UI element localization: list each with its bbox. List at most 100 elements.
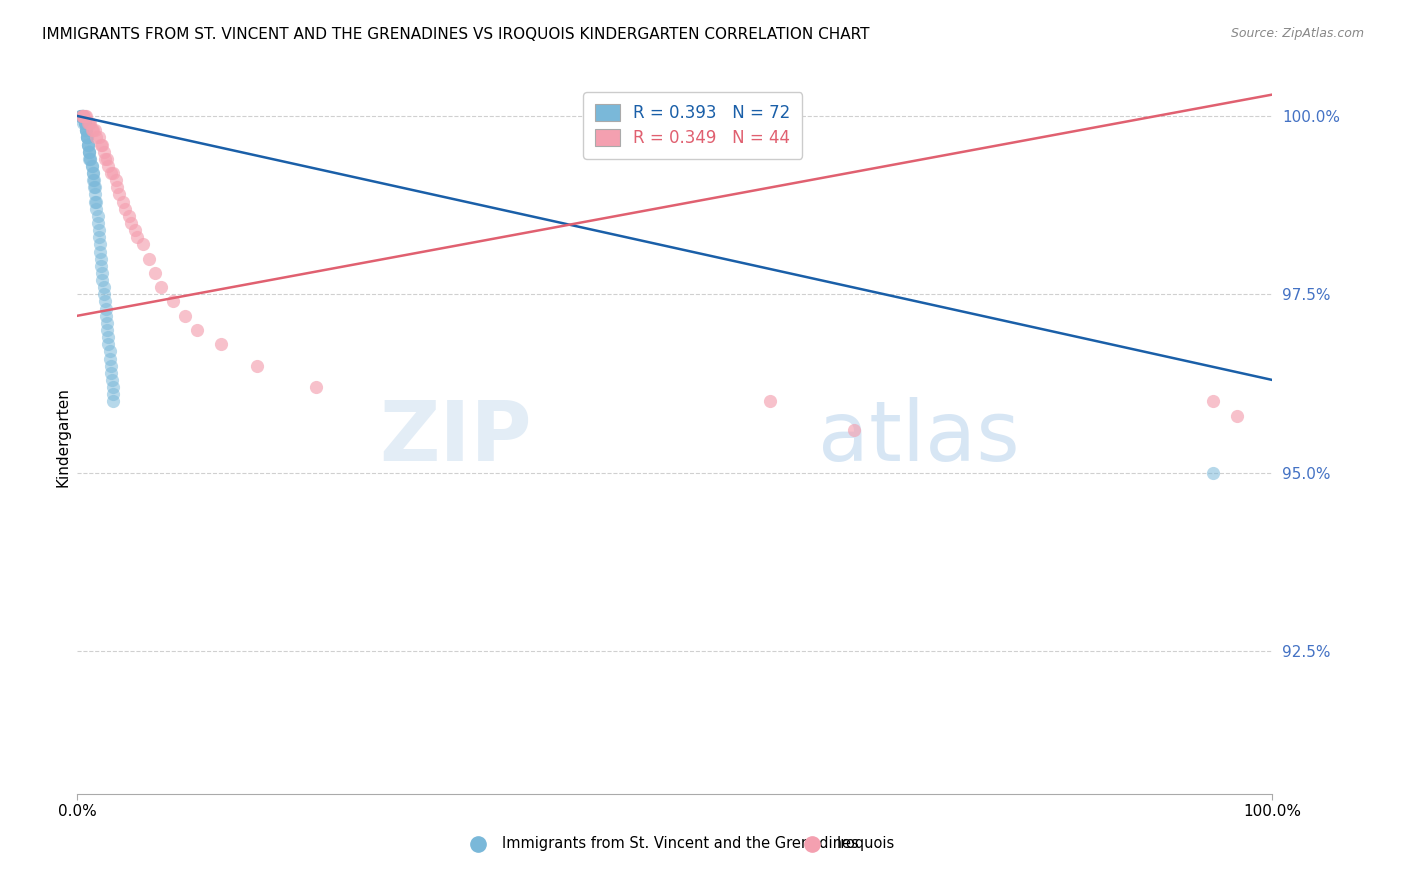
Point — [80, 159, 103, 173]
Point — [118, 209, 141, 223]
Point — [70, 109, 93, 123]
Point — [82, 123, 104, 137]
Text: ZIP: ZIP — [380, 397, 531, 477]
Text: Immigrants from St. Vincent and the Grenadines: Immigrants from St. Vincent and the Gren… — [502, 837, 858, 851]
Point — [86, 209, 108, 223]
Point — [844, 423, 866, 437]
Point — [103, 380, 124, 394]
Point — [90, 259, 112, 273]
Point — [75, 123, 97, 137]
Point — [86, 194, 108, 209]
Point — [75, 123, 97, 137]
Point — [97, 337, 120, 351]
Point — [70, 109, 93, 123]
Point — [174, 309, 197, 323]
Point — [87, 230, 110, 244]
Point — [76, 130, 98, 145]
Point — [100, 366, 122, 380]
Point — [72, 109, 94, 123]
Point — [79, 145, 101, 159]
Point — [75, 123, 97, 137]
Point — [72, 109, 94, 123]
Point — [104, 173, 127, 187]
Point — [108, 187, 131, 202]
Point — [91, 273, 114, 287]
Point — [72, 116, 94, 130]
Point — [73, 109, 96, 123]
Point — [79, 152, 101, 166]
Point — [75, 109, 97, 123]
Point — [90, 252, 112, 266]
Point — [77, 137, 100, 152]
Point — [93, 145, 115, 159]
Point — [105, 180, 128, 194]
Point — [96, 316, 118, 330]
Point — [75, 123, 97, 137]
Point — [77, 137, 100, 152]
Point — [89, 237, 111, 252]
Point — [127, 230, 149, 244]
Point — [73, 116, 96, 130]
Point — [72, 109, 94, 123]
Point — [114, 202, 136, 216]
Point — [79, 152, 101, 166]
Point — [73, 116, 96, 130]
Point — [120, 216, 142, 230]
Point — [82, 166, 104, 180]
Point — [100, 166, 122, 180]
Point — [89, 244, 111, 259]
Point — [70, 109, 93, 123]
Point — [77, 116, 100, 130]
Point — [86, 130, 108, 145]
Point — [70, 109, 93, 123]
Point — [80, 159, 103, 173]
Point — [132, 237, 155, 252]
Point — [150, 280, 173, 294]
Point — [1226, 409, 1249, 423]
Point — [76, 130, 98, 145]
Legend: R = 0.393   N = 72, R = 0.349   N = 44: R = 0.393 N = 72, R = 0.349 N = 44 — [583, 92, 803, 159]
Point — [87, 223, 110, 237]
Point — [79, 145, 101, 159]
Point — [100, 359, 122, 373]
Point — [103, 166, 124, 180]
Point — [79, 116, 101, 130]
Point — [87, 130, 110, 145]
Point — [72, 109, 94, 123]
Point — [162, 294, 184, 309]
Point — [86, 216, 108, 230]
Point — [103, 394, 124, 409]
Point — [77, 137, 100, 152]
Point — [84, 187, 107, 202]
Point — [80, 123, 103, 137]
Point — [94, 309, 117, 323]
Point — [209, 337, 232, 351]
Point — [138, 252, 160, 266]
Point — [91, 266, 114, 280]
Point — [82, 166, 104, 180]
Point — [98, 351, 121, 366]
Point — [84, 123, 107, 137]
Point — [186, 323, 208, 337]
Point — [759, 394, 782, 409]
Point — [94, 301, 117, 316]
Point — [76, 130, 98, 145]
Point — [79, 116, 101, 130]
Point — [72, 109, 94, 123]
Point — [93, 287, 115, 301]
Point — [72, 109, 94, 123]
Point — [79, 145, 101, 159]
Point — [83, 173, 105, 187]
Point — [246, 359, 269, 373]
Point — [69, 109, 91, 123]
Point — [94, 152, 117, 166]
Point — [82, 173, 104, 187]
Point — [111, 194, 134, 209]
Point — [84, 180, 107, 194]
Point — [96, 323, 118, 337]
Point — [97, 159, 120, 173]
Point — [101, 373, 124, 387]
Point — [70, 109, 93, 123]
Point — [91, 137, 114, 152]
Point — [90, 137, 112, 152]
